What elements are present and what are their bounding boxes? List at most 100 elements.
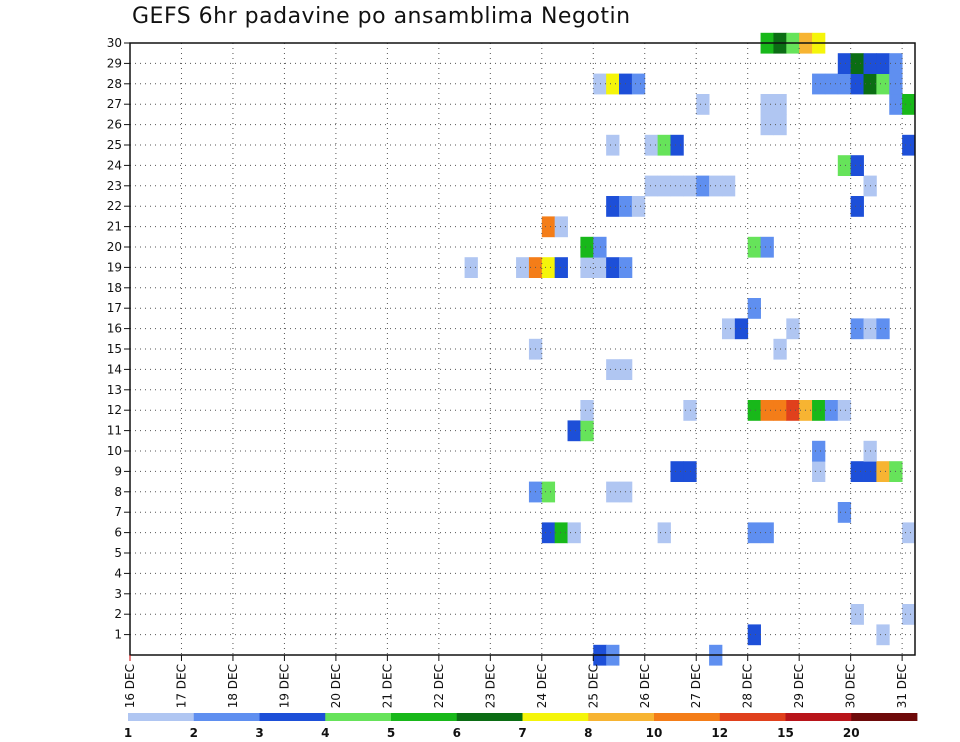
plot-frame xyxy=(129,42,916,656)
y-tick-label: 26 xyxy=(107,118,122,132)
heatmap-cell xyxy=(593,236,607,258)
y-axis-ticks: 1234567891011121314151617181920212223242… xyxy=(107,36,130,642)
colorbar-label: 7 xyxy=(518,726,526,740)
heatmap-cell xyxy=(670,175,684,197)
heatmap-cell xyxy=(837,73,852,95)
x-tick-label: 25 DEC xyxy=(586,664,600,708)
heatmap-cell xyxy=(516,257,530,278)
y-tick-label: 17 xyxy=(107,301,122,315)
heatmap-cell xyxy=(812,461,826,482)
heatmap-cell xyxy=(850,318,864,340)
y-tick-label: 12 xyxy=(107,403,122,417)
y-tick-label: 1 xyxy=(114,628,122,642)
y-tick-label: 15 xyxy=(107,342,122,356)
heatmap-cell xyxy=(747,236,761,258)
colorbar-swatch xyxy=(522,713,589,721)
x-tick-label: 23 DEC xyxy=(483,664,497,708)
colorbar-swatch xyxy=(588,713,655,721)
heatmap-cell xyxy=(657,175,671,197)
heatmap-cell xyxy=(812,440,826,462)
y-tick-label: 21 xyxy=(107,220,122,234)
heatmap-cell xyxy=(670,461,684,482)
heatmap-cell xyxy=(876,73,890,95)
colorbar-swatch xyxy=(851,713,918,721)
heatmap-cell xyxy=(902,134,916,156)
x-tick-label: 16 DEC xyxy=(123,664,137,708)
heatmap-cell xyxy=(541,216,556,238)
y-tick-label: 11 xyxy=(107,424,122,438)
heatmap-cell xyxy=(554,257,568,278)
heatmap-cell xyxy=(760,400,774,421)
y-tick-label: 29 xyxy=(107,56,122,70)
colorbar-label: 1 xyxy=(124,726,132,740)
colorbar-swatch xyxy=(456,713,523,721)
heatmap-cell xyxy=(644,134,659,156)
heatmap-cell xyxy=(606,481,620,503)
colorbar-swatch xyxy=(719,713,786,721)
heatmap-cell xyxy=(902,94,916,115)
colorbar-label: 5 xyxy=(387,726,395,740)
heatmap-cell xyxy=(824,400,839,421)
heatmap-cell xyxy=(876,624,890,646)
heatmap-cell xyxy=(837,53,852,74)
heatmap-cell xyxy=(837,400,852,421)
heatmap-cell xyxy=(580,236,594,258)
colorbar-label: 2 xyxy=(190,726,198,740)
heatmap-cell xyxy=(670,134,684,156)
y-tick-label: 8 xyxy=(114,485,122,499)
y-tick-label: 6 xyxy=(114,526,122,540)
heatmap-cell xyxy=(824,73,839,95)
y-tick-label: 13 xyxy=(107,383,122,397)
heatmap-cell xyxy=(850,461,864,482)
colorbar-label: 15 xyxy=(777,726,794,740)
heatmap-cell xyxy=(657,134,671,156)
heatmap-cell xyxy=(606,134,620,156)
heatmap-cell xyxy=(657,522,671,544)
heatmap-cell xyxy=(902,604,916,625)
heatmap-cell xyxy=(580,400,594,421)
x-tick-label: 18 DEC xyxy=(226,664,240,708)
y-tick-label: 22 xyxy=(107,199,122,213)
colorbar-swatch xyxy=(259,713,326,721)
x-tick-label: 20 DEC xyxy=(329,664,343,708)
heatmap-cell xyxy=(850,155,864,176)
heatmap-cell xyxy=(541,257,556,278)
y-tick-label: 7 xyxy=(114,505,122,519)
colorbar-swatch xyxy=(128,713,195,721)
y-tick-label: 9 xyxy=(114,464,122,478)
x-tick-label: 26 DEC xyxy=(638,664,652,708)
y-tick-label: 16 xyxy=(107,322,122,336)
heatmap-cell xyxy=(850,604,864,625)
x-tick-label: 28 DEC xyxy=(741,664,755,708)
y-tick-label: 30 xyxy=(107,36,122,50)
heatmap-cell xyxy=(747,624,761,646)
heatmap-cell xyxy=(837,502,852,523)
y-tick-label: 4 xyxy=(114,566,122,580)
y-tick-label: 28 xyxy=(107,77,122,91)
y-tick-label: 18 xyxy=(107,281,122,295)
grid-lines xyxy=(130,42,915,655)
heatmap-cell xyxy=(554,522,568,544)
y-tick-label: 24 xyxy=(107,158,122,172)
heatmap-cell xyxy=(760,236,774,258)
y-tick-label: 25 xyxy=(107,138,122,152)
heatmap-cell xyxy=(721,318,736,340)
colorbar: 1 2 3 4 5 6 7 8 10 12 15 20 xyxy=(124,713,918,740)
colorbar-label: 10 xyxy=(646,726,663,740)
colorbar-swatch xyxy=(785,713,852,721)
y-tick-label: 23 xyxy=(107,179,122,193)
heatmap-cell xyxy=(606,73,620,95)
colorbar-swatch xyxy=(654,713,721,721)
heatmap-cell xyxy=(812,400,826,421)
heatmap-cell xyxy=(567,522,581,544)
x-tick-label: 24 DEC xyxy=(535,664,549,708)
heatmap-cell xyxy=(580,420,594,442)
heatmap-cell xyxy=(683,461,697,482)
heatmap-cell xyxy=(696,175,710,197)
x-axis-ticks: 16 DEC 17 DEC 18 DEC 19 DEC 20 DEC 21 DEC 22 D… xyxy=(123,655,909,708)
heatmap-cell xyxy=(876,318,890,340)
heatmap-cell xyxy=(606,257,620,278)
heatmap-cell xyxy=(837,155,852,176)
y-tick-label: 14 xyxy=(107,362,122,376)
